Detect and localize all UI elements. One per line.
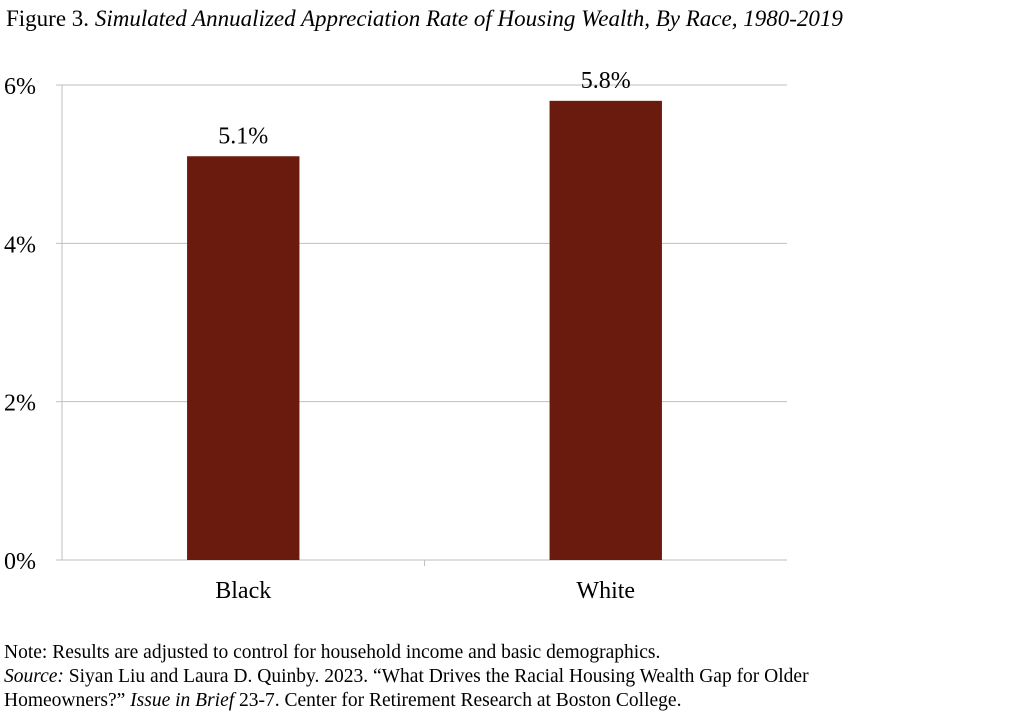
labels: 0% 2% 4% 6% 5.1% Black 5.8% White	[4, 68, 635, 604]
bar-value-label: 5.8%	[581, 68, 631, 94]
bar-value-label: 5.1%	[218, 123, 268, 149]
source-series: Issue in Brief	[130, 690, 235, 711]
figure-title: Figure 3. Simulated Annualized Appreciat…	[6, 6, 843, 32]
x-category-label: White	[576, 578, 635, 604]
bar-black	[187, 156, 300, 560]
bar-chart: 0% 2% 4% 6% 5.1% Black 5.8% White	[4, 68, 787, 604]
source-text-2b: 23-7. Center for Retirement Research at …	[234, 690, 682, 711]
figure-notes: Note: Results are adjusted to control fo…	[4, 641, 809, 713]
gridlines	[62, 84, 787, 403]
y-tick-label: 6%	[4, 74, 36, 100]
y-tick-label: 4%	[4, 232, 36, 258]
y-tick-label: 2%	[4, 391, 36, 417]
source-label: Source:	[4, 666, 64, 687]
x-category-label: Black	[215, 578, 271, 604]
source-text-2a: Homeowners?”	[4, 690, 131, 711]
note-text: Note: Results are adjusted to control fo…	[4, 642, 661, 663]
axes	[56, 84, 787, 566]
figure-label: Figure 3.	[6, 6, 90, 31]
source-line-1: Source: Siyan Liu and Laura D. Quinby. 2…	[4, 665, 809, 689]
bars	[187, 100, 662, 561]
figure-title-text: Simulated Annualized Appreciation Rate o…	[94, 6, 843, 31]
y-tick-label: 0%	[4, 549, 36, 575]
source-line-2: Homeowners?” Issue in Brief 23-7. Center…	[4, 689, 809, 713]
source-text-1: Siyan Liu and Laura D. Quinby. 2023. “Wh…	[63, 666, 809, 687]
bar-white	[549, 100, 662, 561]
